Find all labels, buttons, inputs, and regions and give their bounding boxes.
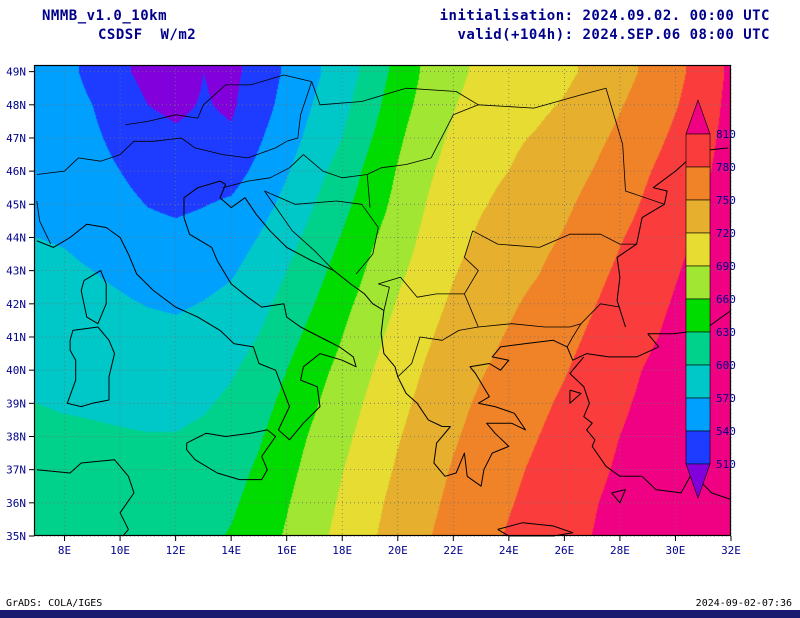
colorbar-segment	[685, 364, 711, 399]
lat-tick-label: 47N	[6, 132, 26, 145]
country-border	[472, 230, 637, 248]
lon-tick-label: 30E	[666, 544, 686, 557]
coastline	[80, 270, 107, 325]
colorbar-label: 660	[716, 293, 736, 306]
lat-tick-label: 40N	[6, 364, 26, 377]
colorbar-label: 510	[716, 458, 736, 471]
map-plot-area: 35N 36N 37N 38N 39N 40N 41N 42N 43N 44N 45N 46N 47N 4…	[6, 64, 741, 557]
coastline	[611, 489, 626, 504]
colorbar-segment	[685, 331, 711, 366]
lat-tick-label: 46N	[6, 165, 26, 178]
country-border	[566, 323, 582, 348]
colorbar-segment	[685, 166, 711, 201]
colorbar-segment	[685, 232, 711, 267]
shaded-field-canvas	[34, 65, 731, 536]
colorbar-label: 630	[716, 326, 736, 339]
country-border	[303, 154, 432, 179]
colorbar-segment	[685, 397, 711, 432]
country-border	[36, 200, 52, 245]
country-border	[378, 276, 465, 298]
country-border	[125, 74, 312, 126]
colorbar-label: 600	[716, 359, 736, 372]
lon-tick-label: 14E	[221, 544, 241, 557]
colorbar-arrow-top	[685, 99, 711, 135]
variable-title: CSDSF W/m2	[98, 27, 197, 43]
lat-tick-label: 36N	[6, 497, 26, 510]
colorbar-segment	[685, 298, 711, 333]
lat-tick-label: 48N	[6, 99, 26, 112]
init-time-label: initialisation: 2024.09.02. 00:00 UTC	[439, 8, 770, 24]
lat-tick-label: 37N	[6, 464, 26, 477]
colorbar-label: 690	[716, 260, 736, 273]
lat-tick-label: 45N	[6, 198, 26, 211]
coastline	[66, 326, 115, 408]
colorbar: 810 780 750 720 690 660 630 600 570 540 510	[685, 99, 736, 499]
colorbar-segment	[685, 199, 711, 234]
coastline	[219, 184, 451, 427]
lat-tick-label: 42N	[6, 298, 26, 311]
country-border	[311, 81, 479, 106]
coastline	[569, 389, 582, 404]
country-border	[463, 230, 479, 295]
lat-tick-label: 38N	[6, 430, 26, 443]
country-border	[222, 154, 304, 189]
coastline	[616, 147, 729, 328]
map-frame	[33, 64, 732, 537]
colorbar-label: 570	[716, 392, 736, 405]
coastline	[433, 333, 660, 487]
country-border	[378, 283, 390, 311]
country-border	[397, 326, 479, 378]
colorbar-label: 750	[716, 194, 736, 207]
country-border	[366, 174, 371, 208]
lat-tick-label: 41N	[6, 331, 26, 344]
colorbar-label: 720	[716, 227, 736, 240]
creation-timestamp: 2024-09-02-07:36	[695, 598, 792, 609]
coastline	[569, 356, 732, 500]
lat-tick-label: 44N	[6, 231, 26, 244]
country-border	[430, 87, 665, 205]
coastline	[36, 459, 135, 537]
lon-tick-label: 24E	[499, 544, 519, 557]
country-border	[36, 137, 287, 175]
lon-tick-label: 20E	[388, 544, 408, 557]
coastline	[36, 180, 357, 441]
lon-tick-label: 26E	[554, 544, 574, 557]
colorbar-segment	[685, 133, 711, 168]
map-overlay: 35N 36N 37N 38N 39N 40N 41N 42N 43N 44N 45N 46N 47N 4…	[6, 64, 741, 557]
colorbar-arrow-bottom	[685, 463, 711, 499]
lon-tick-label: 12E	[166, 544, 186, 557]
colorbar-label: 810	[716, 128, 736, 141]
bottom-bar	[0, 610, 800, 618]
country-border	[264, 190, 379, 275]
lon-tick-label: 32E	[721, 544, 741, 557]
colorbar-label: 540	[716, 425, 736, 438]
coastline	[186, 429, 277, 481]
lon-tick-label: 28E	[610, 544, 630, 557]
lon-tick-label: 8E	[58, 544, 71, 557]
grads-credit: GrADS: COLA/IGES	[6, 598, 103, 609]
lat-tick-label: 39N	[6, 397, 26, 410]
lat-tick-label: 35N	[6, 530, 26, 543]
model-title: NMMB_v1.0_10km	[42, 8, 168, 24]
country-border	[264, 190, 335, 271]
lon-tick-label: 16E	[277, 544, 297, 557]
colorbar-segment	[685, 430, 711, 465]
lat-tick-label: 43N	[6, 265, 26, 278]
lon-tick-label: 10E	[110, 544, 130, 557]
lat-tick-label: 49N	[6, 66, 26, 79]
lon-tick-label: 22E	[443, 544, 463, 557]
colorbar-segment	[685, 265, 711, 300]
lon-tick-label: 18E	[332, 544, 352, 557]
country-border	[286, 81, 313, 142]
valid-time-label: valid(+104h): 2024.SEP.06 08:00 UTC	[457, 27, 770, 43]
colorbar-label: 780	[716, 161, 736, 174]
country-border	[464, 293, 620, 328]
